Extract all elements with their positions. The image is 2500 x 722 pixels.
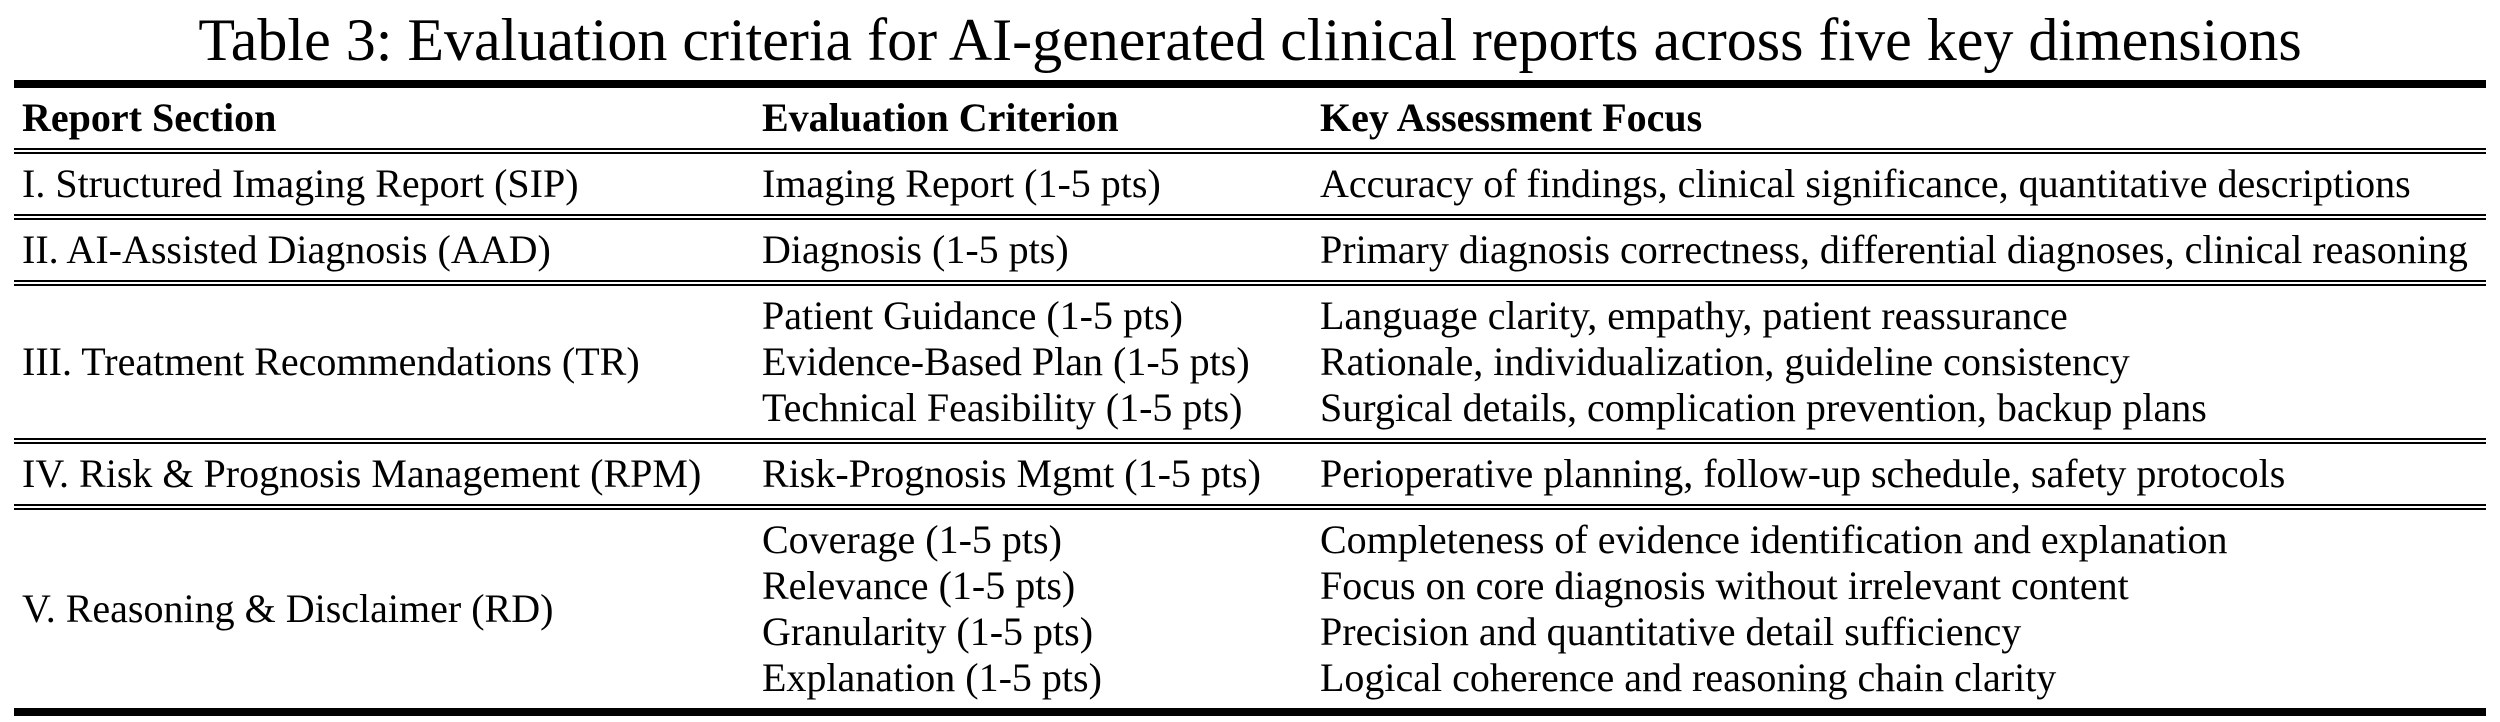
row-divider-rule: [14, 438, 2486, 444]
row-divider-rule: [14, 280, 2486, 286]
focus-line: Precision and quantitative detail suffic…: [1320, 609, 2022, 654]
table-row-group: V. Reasoning & Disclaimer (RD) Coverage …: [14, 510, 2486, 708]
table-row-group: II. AI-Assisted Diagnosis (AAD) Diagnosi…: [14, 220, 2486, 286]
criterion-line: Evidence-Based Plan (1-5 pts): [762, 339, 1250, 384]
header-divider-rule: [14, 148, 2486, 154]
key-assessment-focus-cell: Completeness of evidence identification …: [1320, 510, 2486, 708]
table-row-group: IV. Risk & Prognosis Management (RPM) Ri…: [14, 444, 2486, 510]
table-row: II. AI-Assisted Diagnosis (AAD) Diagnosi…: [14, 220, 2486, 280]
criterion-line: Technical Feasibility (1-5 pts): [762, 385, 1243, 430]
criterion-line: Granularity (1-5 pts): [762, 609, 1094, 654]
criterion-line: Diagnosis (1-5 pts): [762, 227, 1069, 272]
focus-line: Completeness of evidence identification …: [1320, 517, 2228, 562]
table-row: IV. Risk & Prognosis Management (RPM) Ri…: [14, 444, 2486, 504]
criterion-line: Imaging Report (1-5 pts): [762, 161, 1161, 206]
report-section-cell: I. Structured Imaging Report (SIP): [22, 161, 579, 206]
row-divider-rule: [14, 214, 2486, 220]
table-caption: Table 3: Evaluation criteria for AI-gene…: [198, 7, 2302, 73]
focus-line: Primary diagnosis correctness, different…: [1320, 227, 2468, 272]
focus-line: Surgical details, complication preventio…: [1320, 385, 2207, 430]
table-row-group: I. Structured Imaging Report (SIP) Imagi…: [14, 154, 2486, 220]
criterion-line: Explanation (1-5 pts): [762, 655, 1102, 700]
focus-line: Language clarity, empathy, patient reass…: [1320, 293, 2068, 338]
evaluation-criterion-cell: Coverage (1-5 pts) Relevance (1-5 pts) Gra…: [762, 510, 1320, 708]
bottom-rule: [14, 708, 2486, 716]
table-row-group: III. Treatment Recommendations (TR) Pati…: [14, 286, 2486, 444]
evaluation-criterion-cell: Diagnosis (1-5 pts): [762, 220, 1320, 280]
key-assessment-focus-cell: Language clarity, empathy, patient reass…: [1320, 286, 2486, 438]
table-row: III. Treatment Recommendations (TR) Pati…: [14, 286, 2486, 438]
key-assessment-focus-cell: Primary diagnosis correctness, different…: [1320, 220, 2486, 280]
column-header-report-section: Report Section: [22, 95, 277, 140]
report-section-cell: III. Treatment Recommendations (TR): [22, 339, 640, 384]
report-section-cell: V. Reasoning & Disclaimer (RD): [22, 586, 554, 631]
evaluation-criterion-cell: Risk-Prognosis Mgmt (1-5 pts): [762, 444, 1320, 504]
report-section-cell: II. AI-Assisted Diagnosis (AAD): [22, 227, 551, 272]
criterion-line: Patient Guidance (1-5 pts): [762, 293, 1183, 338]
focus-line: Accuracy of findings, clinical significa…: [1320, 161, 2411, 206]
key-assessment-focus-cell: Perioperative planning, follow-up schedu…: [1320, 444, 2486, 504]
focus-line: Rationale, individualization, guideline …: [1320, 339, 2130, 384]
row-divider-rule: [14, 504, 2486, 510]
key-assessment-focus-cell: Accuracy of findings, clinical significa…: [1320, 154, 2486, 214]
top-rule: [14, 80, 2486, 88]
focus-line: Focus on core diagnosis without irreleva…: [1320, 563, 2129, 608]
criterion-line: Coverage (1-5 pts): [762, 517, 1062, 562]
table-row: V. Reasoning & Disclaimer (RD) Coverage …: [14, 510, 2486, 708]
evaluation-criterion-cell: Patient Guidance (1-5 pts) Evidence-Based…: [762, 286, 1320, 438]
header-row: Report Section Evaluation Criterion Key …: [14, 88, 2486, 148]
table-row: I. Structured Imaging Report (SIP) Imagi…: [14, 154, 2486, 214]
criterion-line: Risk-Prognosis Mgmt (1-5 pts): [762, 451, 1261, 496]
column-header-evaluation-criterion: Evaluation Criterion: [762, 95, 1119, 140]
focus-line: Logical coherence and reasoning chain cl…: [1320, 655, 2057, 700]
report-section-cell: IV. Risk & Prognosis Management (RPM): [22, 451, 702, 496]
criterion-line: Relevance (1-5 pts): [762, 563, 1076, 608]
table-body: I. Structured Imaging Report (SIP) Imagi…: [14, 154, 2486, 708]
evaluation-criterion-cell: Imaging Report (1-5 pts): [762, 154, 1320, 214]
focus-line: Perioperative planning, follow-up schedu…: [1320, 451, 2286, 496]
evaluation-criteria-table: Report Section Evaluation Criterion Key …: [14, 80, 2486, 716]
column-header-key-assessment-focus: Key Assessment Focus: [1320, 95, 1703, 140]
